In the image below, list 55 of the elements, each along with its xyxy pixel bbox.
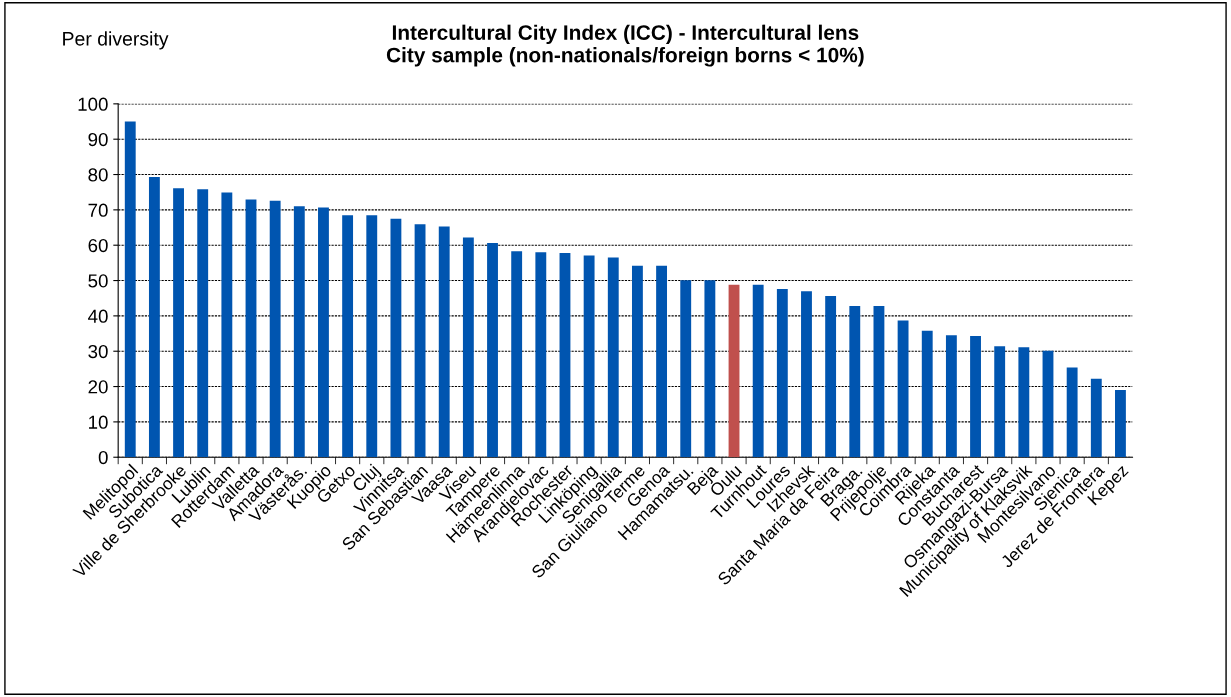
bar <box>970 336 981 458</box>
bar <box>801 291 812 458</box>
bar <box>873 305 885 458</box>
bar <box>1042 350 1054 458</box>
text: Per diversity <box>63 31 169 50</box>
y-tick-label: 30 <box>88 344 108 359</box>
bar <box>752 284 764 458</box>
bar <box>825 296 837 458</box>
bar <box>197 189 209 458</box>
bar <box>269 200 281 458</box>
bar <box>148 177 160 458</box>
y-tick-label: 100 <box>78 97 108 111</box>
bar <box>583 255 595 458</box>
bar <box>945 335 957 458</box>
bar <box>1090 378 1102 458</box>
y-tick-label: 80 <box>88 168 108 182</box>
bar <box>1018 347 1030 458</box>
bar <box>438 226 450 458</box>
bar <box>897 320 909 458</box>
bar <box>631 265 643 458</box>
bar <box>704 280 716 458</box>
bar <box>173 188 184 458</box>
y-tick-label: 60 <box>88 238 108 253</box>
y-tick-label: 70 <box>88 203 108 217</box>
bar <box>342 215 354 458</box>
bar <box>535 252 547 458</box>
y-tick-label: 90 <box>88 132 108 147</box>
bar <box>124 121 136 458</box>
bar <box>511 251 523 458</box>
y-tick-label: 0 <box>98 450 108 465</box>
bar <box>994 346 1006 458</box>
bar <box>607 257 619 458</box>
bar <box>318 207 329 458</box>
bar <box>849 305 861 458</box>
bar <box>921 330 933 458</box>
bar <box>680 280 692 458</box>
bar <box>366 215 378 458</box>
bar <box>656 265 668 458</box>
bar <box>1066 367 1078 458</box>
bar <box>559 252 571 458</box>
y-tick-label: 40 <box>88 309 108 323</box>
bar <box>414 224 426 458</box>
y-tick-label: 10 <box>89 415 108 429</box>
y-tick-label: 20 <box>88 380 108 394</box>
bar <box>776 289 788 458</box>
bar <box>293 206 305 458</box>
y-tick-label: 50 <box>88 274 108 288</box>
bar <box>390 218 402 458</box>
bar <box>462 237 474 458</box>
bar <box>487 243 498 458</box>
bar <box>245 199 257 458</box>
bar <box>1115 390 1126 458</box>
bar <box>221 192 233 458</box>
bar <box>728 284 740 458</box>
chart-title: Intercultural City Index (ICC) - Intercultural lens City sample (non-nationals/foreign borns < 10%) <box>386 24 864 67</box>
